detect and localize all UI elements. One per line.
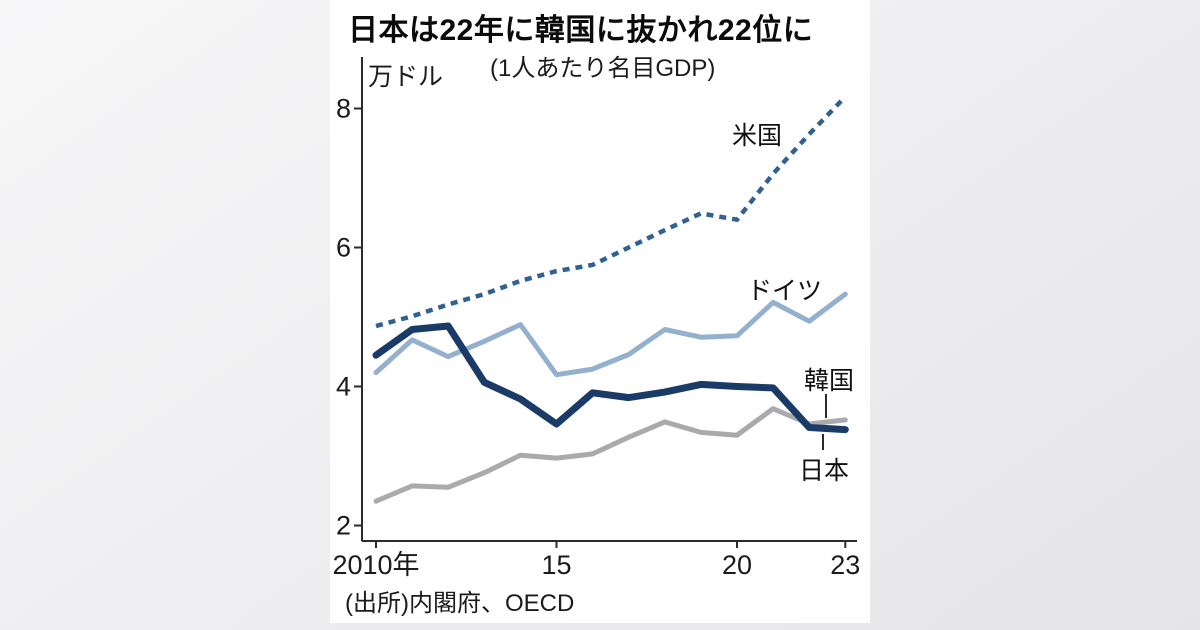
y-axis-unit-label: 万ドル [368,63,444,91]
series-line-japan [372,322,849,434]
series-label-korea: 韓国 [804,367,855,395]
y-tick-label: 4 [336,372,351,402]
x-tick-label: 15 [541,550,571,580]
source-note: (出所)内閣府、OECD [345,590,575,617]
x-tick-label: 20 [722,550,752,580]
korea-leader-line [825,394,827,418]
japan-leader-line [822,434,824,450]
x-tick-label: 23 [830,550,860,580]
series-line-us [375,95,847,329]
y-tick-label: 6 [336,233,351,263]
y-tick-label: 2 [336,511,351,541]
series-line-korea [373,406,848,504]
series-label-germany: ドイツ [747,277,823,305]
series-label-us: 米国 [732,122,783,150]
chart-subtitle: (1人あたり名目GDP) [490,55,716,82]
x-tick-label: 2010年 [332,550,419,580]
line-chart: 2 4 6 8 2010年 15 20 23 [332,57,860,580]
chart-title: 日本は22年に韓国に抜かれ22位に [348,14,814,47]
series-line-germany [373,291,848,378]
series-label-japan: 日本 [799,457,850,485]
y-tick-label: 8 [336,94,351,124]
